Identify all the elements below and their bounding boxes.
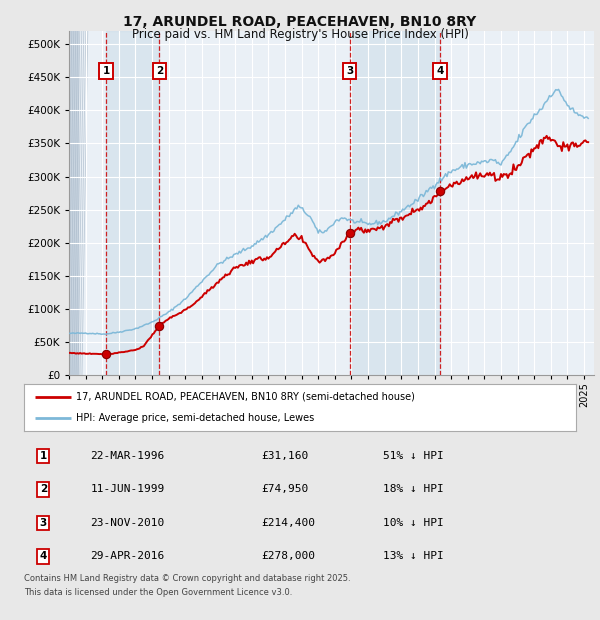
Text: 1: 1	[103, 66, 110, 76]
Text: 1: 1	[40, 451, 47, 461]
Text: 2: 2	[40, 484, 47, 494]
Text: £278,000: £278,000	[262, 551, 316, 561]
Text: Price paid vs. HM Land Registry's House Price Index (HPI): Price paid vs. HM Land Registry's House …	[131, 28, 469, 41]
Text: 18% ↓ HPI: 18% ↓ HPI	[383, 484, 443, 494]
Text: 17, ARUNDEL ROAD, PEACEHAVEN, BN10 8RY: 17, ARUNDEL ROAD, PEACEHAVEN, BN10 8RY	[124, 16, 476, 30]
Text: 22-MAR-1996: 22-MAR-1996	[90, 451, 164, 461]
Text: Contains HM Land Registry data © Crown copyright and database right 2025.: Contains HM Land Registry data © Crown c…	[24, 574, 350, 583]
Text: 11-JUN-1999: 11-JUN-1999	[90, 484, 164, 494]
Text: This data is licensed under the Open Government Licence v3.0.: This data is licensed under the Open Gov…	[24, 588, 292, 597]
Text: 23-NOV-2010: 23-NOV-2010	[90, 518, 164, 528]
Text: 4: 4	[40, 551, 47, 561]
Text: 4: 4	[436, 66, 443, 76]
Text: 17, ARUNDEL ROAD, PEACEHAVEN, BN10 8RY (semi-detached house): 17, ARUNDEL ROAD, PEACEHAVEN, BN10 8RY (…	[76, 392, 415, 402]
Text: 10% ↓ HPI: 10% ↓ HPI	[383, 518, 443, 528]
Text: 13% ↓ HPI: 13% ↓ HPI	[383, 551, 443, 561]
Bar	[350, 31, 440, 375]
Text: 3: 3	[346, 66, 353, 76]
Text: £31,160: £31,160	[262, 451, 308, 461]
Text: HPI: Average price, semi-detached house, Lewes: HPI: Average price, semi-detached house,…	[76, 414, 314, 423]
Text: 51% ↓ HPI: 51% ↓ HPI	[383, 451, 443, 461]
Text: 29-APR-2016: 29-APR-2016	[90, 551, 164, 561]
Text: £74,950: £74,950	[262, 484, 308, 494]
Text: 2: 2	[156, 66, 163, 76]
Text: 3: 3	[40, 518, 47, 528]
Bar	[106, 31, 160, 375]
Text: £214,400: £214,400	[262, 518, 316, 528]
